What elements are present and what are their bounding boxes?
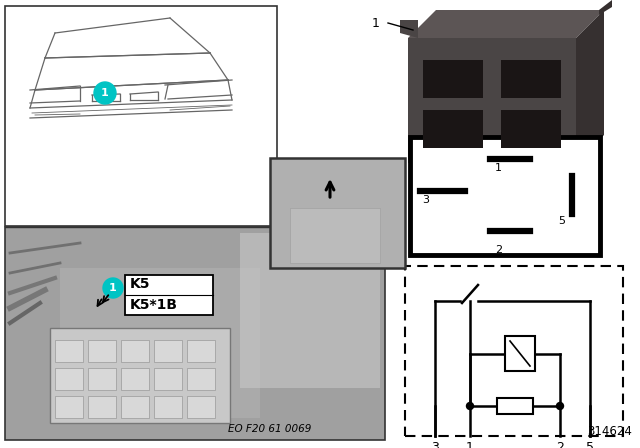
Text: EO F20 61 0069: EO F20 61 0069 <box>228 424 312 434</box>
Bar <box>55 396 83 418</box>
Bar <box>5 6 277 226</box>
Bar <box>88 368 116 390</box>
Bar <box>497 398 533 414</box>
Text: 5: 5 <box>558 216 565 226</box>
Bar <box>121 340 149 362</box>
Polygon shape <box>408 10 604 38</box>
Bar <box>290 208 380 263</box>
Bar <box>505 336 535 371</box>
Text: 1: 1 <box>101 88 109 98</box>
Bar <box>121 396 149 418</box>
Bar <box>55 340 83 362</box>
Circle shape <box>103 278 123 298</box>
Bar <box>125 275 213 315</box>
Text: 3: 3 <box>431 441 439 448</box>
Bar <box>240 233 380 388</box>
Bar <box>423 110 483 148</box>
Bar <box>55 368 83 390</box>
Bar <box>501 60 561 98</box>
Circle shape <box>467 402 474 409</box>
Bar <box>154 396 182 418</box>
Bar <box>187 396 215 418</box>
Polygon shape <box>400 20 418 38</box>
Bar <box>88 396 116 418</box>
Text: K5*1B: K5*1B <box>130 298 178 312</box>
Text: K5: K5 <box>130 277 150 291</box>
Text: 2: 2 <box>556 441 564 448</box>
Text: 1: 1 <box>495 163 502 173</box>
Bar <box>187 368 215 390</box>
Bar <box>423 60 483 98</box>
Bar <box>501 110 561 148</box>
Bar <box>88 340 116 362</box>
Text: 2: 2 <box>495 245 502 255</box>
Text: 5: 5 <box>586 441 594 448</box>
Text: 3: 3 <box>422 195 429 205</box>
Bar <box>270 158 405 268</box>
Bar <box>405 266 623 436</box>
Bar <box>5 227 385 440</box>
Polygon shape <box>599 0 612 15</box>
Bar <box>154 340 182 362</box>
Text: 1: 1 <box>109 283 117 293</box>
Bar <box>408 38 576 163</box>
Circle shape <box>94 82 116 104</box>
Polygon shape <box>576 10 604 163</box>
Text: 1: 1 <box>466 441 474 448</box>
Circle shape <box>557 402 563 409</box>
Bar <box>187 340 215 362</box>
Text: 314624: 314624 <box>587 425 632 438</box>
Bar <box>60 268 260 418</box>
Bar <box>121 368 149 390</box>
Bar <box>50 328 230 423</box>
Bar <box>410 137 600 255</box>
Bar <box>154 368 182 390</box>
Text: 1: 1 <box>372 17 380 30</box>
